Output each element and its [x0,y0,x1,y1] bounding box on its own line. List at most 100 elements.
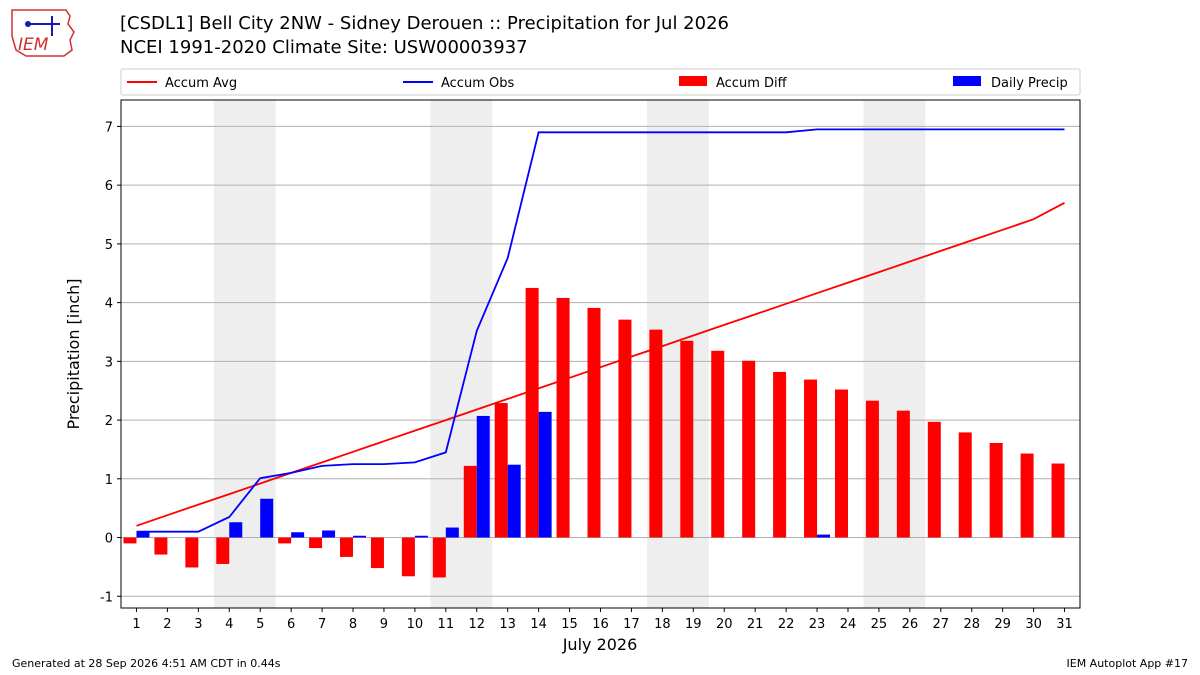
title-line-2: NCEI 1991-2020 Climate Site: USW00003937 [120,37,528,58]
y-tick-label: -1 [100,590,113,605]
y-tick-label: 3 [105,355,113,370]
x-tick-label: 8 [349,617,357,632]
y-tick-label: 6 [105,179,113,194]
bar-accum-diff-29 [989,442,1003,538]
bar-daily-precip-13 [507,464,521,538]
legend-label-accum-avg: Accum Avg [165,76,237,91]
app-footer: IEM Autoplot App #17 [1066,657,1189,670]
x-tick-label: 5 [256,617,264,632]
bar-accum-diff-11 [432,537,446,578]
x-tick-label: 13 [499,617,516,632]
y-tick-label: 0 [105,532,113,547]
iem-logo: IEM [8,6,80,58]
x-tick-label: 26 [902,617,919,632]
x-tick-label: 21 [747,617,764,632]
y-tick-label: 2 [105,414,113,429]
x-tick-label: 28 [963,617,980,632]
legend-label-accum-diff: Accum Diff [716,76,788,91]
logo-text: IEM [18,35,49,55]
x-tick-label: 15 [561,617,578,632]
x-tick-label: 19 [685,617,702,632]
plot-frame [120,99,1081,609]
legend-frame [120,68,1081,96]
bar-accum-diff-10 [401,537,415,577]
generated-footer: Generated at 28 Sep 2026 4:51 AM CDT in … [12,657,281,670]
bar-daily-precip-10 [414,535,428,538]
x-tick-label: 23 [809,617,826,632]
bar-daily-precip-4 [229,522,243,538]
bar-accum-diff-23 [804,379,818,538]
y-tick-label: 4 [105,297,113,312]
x-tick-label: 10 [407,617,424,632]
bar-accum-diff-8 [340,537,354,557]
bar-daily-precip-5 [260,498,274,538]
x-tick-label: 7 [318,617,326,632]
bar-accum-diff-4 [216,537,230,564]
x-tick-label: 16 [592,617,609,632]
x-tick-label: 12 [468,617,485,632]
bar-accum-diff-17 [618,319,632,538]
bar-daily-precip-23 [817,534,831,538]
x-tick-label: 30 [1025,617,1042,632]
bars [123,287,1065,578]
bar-accum-diff-26 [896,410,910,538]
bar-daily-precip-14 [538,411,552,538]
bar-accum-diff-20 [711,350,725,538]
bar-accum-diff-21 [742,360,756,538]
legend-label-daily-precip: Daily Precip [991,76,1068,91]
x-tick-label: 31 [1056,617,1073,632]
bar-accum-diff-6 [278,537,292,544]
bar-daily-precip-6 [291,532,305,538]
bar-daily-precip-1 [136,531,150,538]
x-tick-label: 18 [654,617,671,632]
bar-daily-precip-12 [476,415,490,538]
x-tick-label: 11 [438,617,455,632]
bar-daily-precip-7 [322,530,336,538]
title-line-1: [CSDL1] Bell City 2NW - Sidney Derouen :… [120,13,729,34]
bar-accum-diff-28 [958,432,972,538]
legend-label-accum-obs: Accum Obs [441,76,514,91]
bar-accum-diff-18 [649,329,663,538]
x-tick-label: 4 [225,617,233,632]
x-tick-label: 29 [994,617,1011,632]
bar-accum-diff-9 [370,537,384,569]
x-tick-label: 24 [840,617,857,632]
x-axis-label: July 2026 [562,635,638,654]
x-tick-label: 22 [778,617,795,632]
bar-accum-diff-3 [185,537,199,568]
x-tick-label: 25 [871,617,888,632]
bar-daily-precip-11 [445,527,459,538]
y-tick-label: 7 [105,120,113,135]
x-tick-label: 1 [132,617,140,632]
x-tick-label: 17 [623,617,640,632]
bar-accum-diff-14 [525,287,539,538]
chart-title: [CSDL1] Bell City 2NW - Sidney Derouen :… [120,12,729,60]
bar-accum-diff-12 [463,465,477,538]
bar-accum-diff-15 [556,297,570,538]
x-tick-label: 20 [716,617,733,632]
x-tick-label: 6 [287,617,295,632]
line-accum-obs [136,128,1065,533]
y-axis-label: Precipitation [inch] [64,278,83,429]
legend-swatch-daily-precip [953,76,981,86]
bar-accum-diff-13 [494,403,508,538]
y-tick-label: 5 [105,238,113,253]
bar-accum-diff-31 [1051,463,1065,538]
bar-accum-diff-19 [680,340,694,538]
bar-daily-precip-8 [353,535,367,538]
bar-accum-diff-27 [927,421,941,538]
x-tick-label: 2 [163,617,171,632]
bar-accum-diff-22 [773,371,787,538]
bar-accum-diff-2 [154,537,168,555]
bar-accum-diff-25 [865,400,879,538]
bar-accum-diff-16 [587,307,601,538]
bar-accum-diff-24 [834,389,848,538]
series-lines [136,128,1065,533]
x-tick-label: 9 [380,617,388,632]
x-tick-label: 3 [194,617,202,632]
legend: Accum Avg Accum Obs Accum Diff Daily Pre… [120,68,1081,96]
x-tick-label: 14 [530,617,547,632]
bar-accum-diff-7 [309,537,323,549]
